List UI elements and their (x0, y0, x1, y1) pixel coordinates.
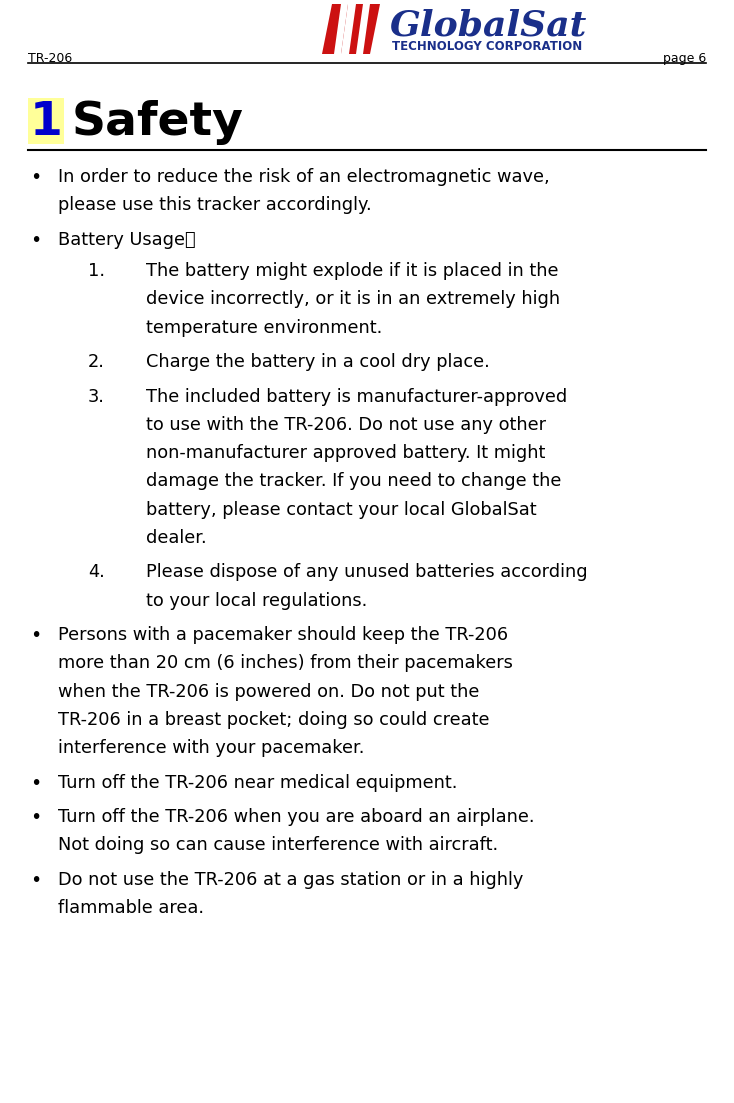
Text: •: • (30, 627, 41, 645)
Polygon shape (341, 4, 356, 54)
Text: page 6: page 6 (663, 52, 706, 65)
Text: more than 20 cm (6 inches) from their pacemakers: more than 20 cm (6 inches) from their pa… (58, 654, 513, 673)
Text: Please dispose of any unused batteries according: Please dispose of any unused batteries a… (146, 564, 587, 581)
Text: flammable area.: flammable area. (58, 899, 204, 918)
Text: 1.: 1. (88, 263, 105, 280)
Text: temperature environment.: temperature environment. (146, 319, 382, 336)
Text: Charge the battery in a cool dry place.: Charge the battery in a cool dry place. (146, 353, 490, 372)
Text: 4.: 4. (88, 564, 105, 581)
Text: to use with the TR-206. Do not use any other: to use with the TR-206. Do not use any o… (146, 416, 546, 435)
Polygon shape (334, 4, 348, 54)
Text: The battery might explode if it is placed in the: The battery might explode if it is place… (146, 263, 559, 280)
Text: Safety: Safety (72, 100, 244, 144)
Text: Turn off the TR-206 near medical equipment.: Turn off the TR-206 near medical equipme… (58, 773, 457, 792)
Text: Not doing so can cause interference with aircraft.: Not doing so can cause interference with… (58, 836, 498, 855)
FancyBboxPatch shape (28, 98, 64, 144)
Text: dealer.: dealer. (146, 528, 206, 547)
Polygon shape (356, 4, 370, 54)
Text: Turn off the TR-206 when you are aboard an airplane.: Turn off the TR-206 when you are aboard … (58, 808, 534, 826)
Text: battery, please contact your local GlobalSat: battery, please contact your local Globa… (146, 501, 537, 518)
Text: device incorrectly, or it is in an extremely high: device incorrectly, or it is in an extre… (146, 290, 560, 309)
Text: TR-206 in a breast pocket; doing so could create: TR-206 in a breast pocket; doing so coul… (58, 710, 490, 729)
Text: interference with your pacemaker.: interference with your pacemaker. (58, 739, 364, 757)
Text: •: • (30, 871, 41, 890)
Text: •: • (30, 808, 41, 827)
Text: please use this tracker accordingly.: please use this tracker accordingly. (58, 196, 371, 214)
Text: TR-206: TR-206 (28, 52, 72, 65)
Text: The included battery is manufacturer-approved: The included battery is manufacturer-app… (146, 388, 567, 406)
Text: non-manufacturer approved battery. It might: non-manufacturer approved battery. It mi… (146, 445, 545, 462)
Text: to your local regulations.: to your local regulations. (146, 591, 367, 610)
Text: Do not use the TR-206 at a gas station or in a highly: Do not use the TR-206 at a gas station o… (58, 871, 523, 889)
Text: 3.: 3. (88, 388, 105, 406)
Text: •: • (30, 168, 41, 188)
Text: 2.: 2. (88, 353, 105, 372)
Polygon shape (322, 4, 380, 54)
Text: In order to reduce the risk of an electromagnetic wave,: In order to reduce the risk of an electr… (58, 168, 550, 186)
Text: TECHNOLOGY CORPORATION: TECHNOLOGY CORPORATION (392, 40, 582, 53)
Text: Battery Usage：: Battery Usage： (58, 231, 195, 249)
Text: •: • (30, 231, 41, 250)
Text: •: • (30, 773, 41, 793)
Text: when the TR-206 is powered on. Do not put the: when the TR-206 is powered on. Do not pu… (58, 683, 479, 700)
Text: damage the tracker. If you need to change the: damage the tracker. If you need to chang… (146, 472, 562, 491)
Text: 1: 1 (30, 100, 63, 144)
Text: GlobalSat: GlobalSat (390, 8, 587, 42)
Text: Persons with a pacemaker should keep the TR-206: Persons with a pacemaker should keep the… (58, 627, 508, 644)
